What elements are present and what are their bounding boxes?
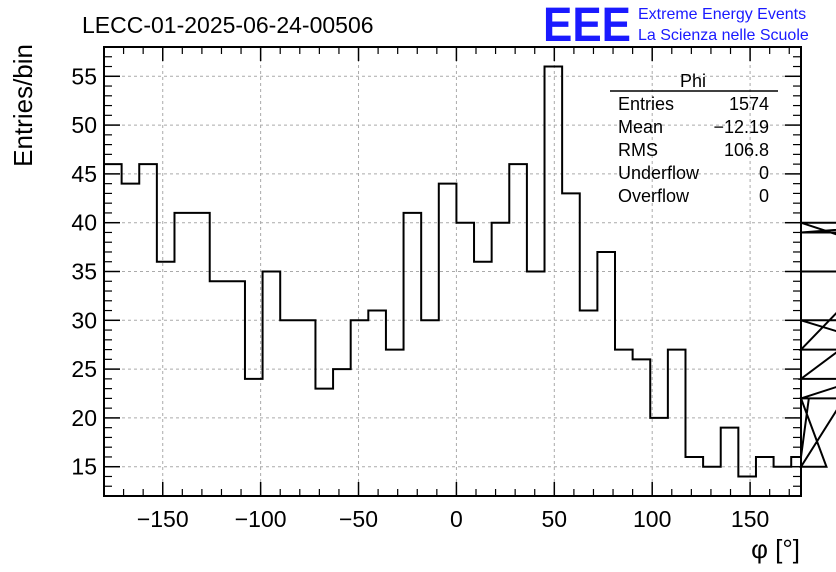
brand-line-1: Extreme Energy Events — [638, 6, 806, 23]
histogram-bin — [527, 272, 545, 497]
stats-label: Overflow — [618, 186, 690, 206]
histogram-bin — [562, 193, 580, 496]
histogram-bin — [122, 184, 140, 496]
histogram-bin — [210, 281, 228, 496]
brand-line-2: La Scienza nelle Scuole — [638, 27, 809, 44]
x-tick-label: 100 — [633, 506, 671, 532]
x-tick-label: −50 — [339, 506, 378, 532]
histogram-bin — [192, 213, 210, 496]
histogram-bin — [474, 262, 492, 496]
histogram-bin — [703, 467, 721, 496]
histogram-bin — [756, 457, 774, 496]
stats-value: 0 — [759, 186, 769, 206]
y-tick-label: 45 — [71, 161, 97, 187]
histogram-bin — [333, 369, 351, 496]
histogram-bin — [174, 213, 192, 496]
histogram-bin — [298, 320, 316, 496]
histogram-bin — [509, 164, 527, 496]
histogram-bin — [386, 350, 404, 496]
histogram-bin — [280, 320, 298, 496]
x-tick-label: 0 — [450, 506, 463, 532]
histogram-bin — [492, 223, 510, 496]
eee-logo-text: EEE — [543, 0, 631, 52]
x-tick-label: 50 — [542, 506, 568, 532]
histogram-bin — [456, 223, 474, 496]
histogram-bin — [633, 359, 651, 496]
y-tick-label: 40 — [71, 210, 97, 236]
histogram-bin — [668, 350, 686, 496]
histogram-bin — [368, 311, 386, 496]
histogram-bin — [245, 379, 263, 496]
histogram-bin — [597, 252, 615, 496]
histogram-bin — [615, 350, 633, 496]
eee-logo: EEE Extreme Energy Events La Scienza nel… — [543, 0, 809, 52]
y-tick-label: 35 — [71, 259, 97, 285]
x-axis-title: φ [°] — [751, 534, 800, 564]
x-tick-label: −100 — [235, 506, 287, 532]
histogram-bin — [315, 389, 333, 496]
grid-lines — [104, 47, 801, 496]
stats-value: 0 — [759, 163, 769, 183]
histogram-bin — [263, 272, 281, 497]
histogram-bin — [157, 262, 175, 496]
y-tick-label: 20 — [71, 405, 97, 431]
y-tick-label: 50 — [71, 112, 97, 138]
histogram-bin — [227, 281, 245, 496]
axis-ticks — [104, 46, 801, 496]
histogram-bin — [351, 320, 369, 496]
histogram-bin — [738, 476, 756, 496]
stats-value: 1574 — [729, 94, 769, 114]
y-tick-label: 55 — [71, 63, 97, 89]
stats-label: Entries — [618, 94, 674, 114]
stats-box: Phi Entries 1574 Mean −12.19 RMS 106.8 Underfl… — [610, 71, 778, 206]
y-axis-title: Entries/bin — [8, 44, 38, 167]
histogram-bin — [404, 213, 422, 496]
stats-value: 106.8 — [724, 140, 769, 160]
x-tick-label: 150 — [731, 506, 769, 532]
stats-value: −12.19 — [713, 117, 769, 137]
stats-label: Mean — [618, 117, 663, 137]
stats-title: Phi — [680, 71, 706, 91]
histogram-bin — [139, 164, 157, 496]
histogram-bin — [421, 320, 439, 496]
histogram-bin — [685, 457, 703, 496]
y-tick-label: 15 — [71, 454, 97, 480]
histogram-bin — [774, 467, 792, 496]
stats-label: Underflow — [618, 163, 700, 183]
histogram-bin — [721, 428, 739, 496]
histogram-bin — [580, 311, 598, 496]
tick-labels: −150 −100 −50 0 50 100 150 15 20 25 30 35 40 45 50 55 — [71, 63, 769, 532]
stats-label: RMS — [618, 140, 658, 160]
chart-title: LECC-01-2025-06-24-00506 — [82, 12, 374, 38]
histogram-bin — [439, 184, 457, 496]
stats-rows: Entries 1574 Mean −12.19 RMS 106.8 Underflow 0 O… — [618, 94, 769, 206]
x-tick-label: −150 — [137, 506, 189, 532]
y-tick-label: 25 — [71, 356, 97, 382]
histogram-bin — [545, 67, 563, 496]
y-tick-label: 30 — [71, 307, 97, 333]
